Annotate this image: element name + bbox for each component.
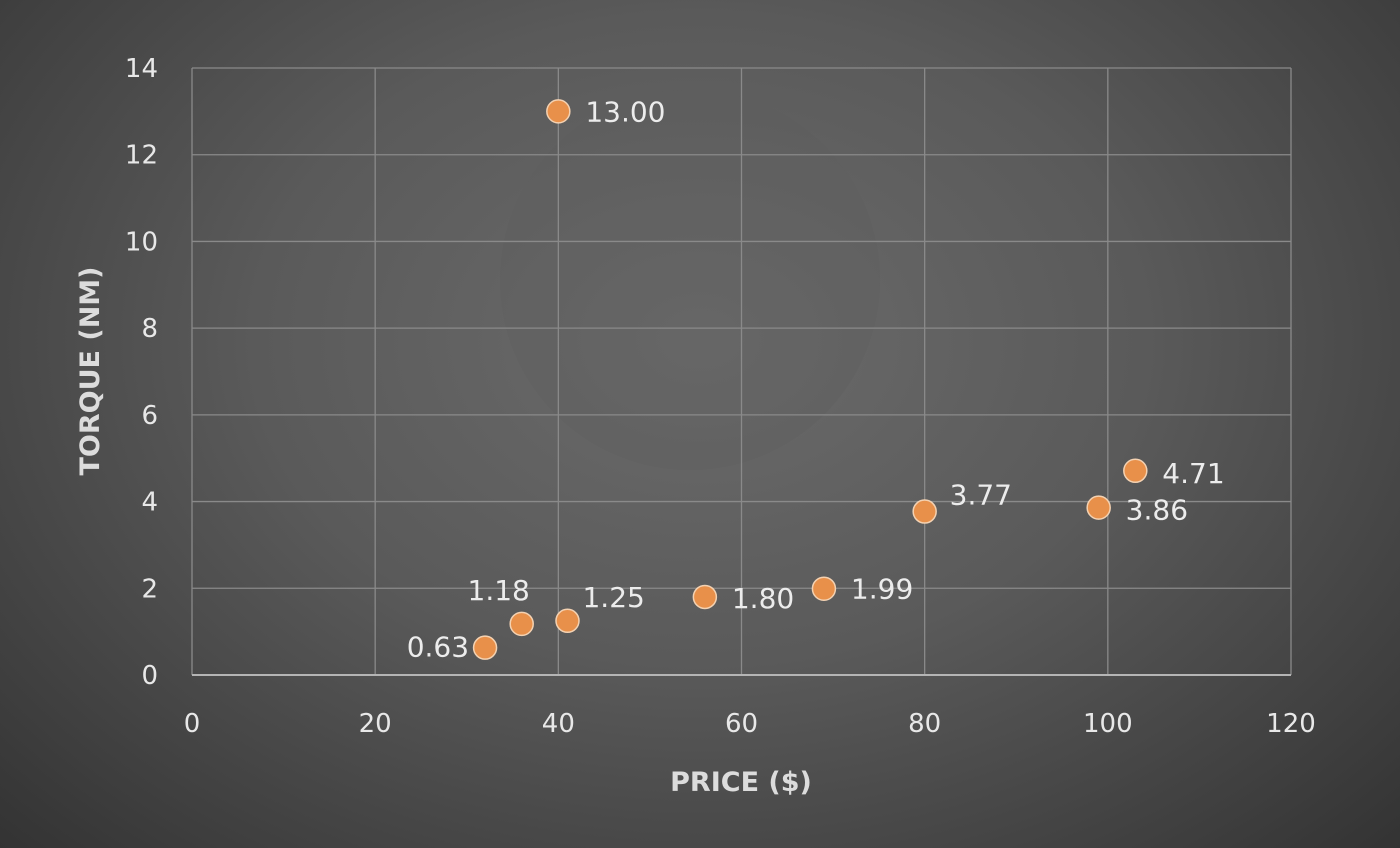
data-labels: 0.63 1.18 1.25 13.00 1.80 1.99 3.77 3.86 4.71 xyxy=(407,95,1225,663)
y-tick-label: 6 xyxy=(141,401,158,431)
data-label: 3.77 xyxy=(950,479,1012,512)
y-tick-label: 2 xyxy=(141,574,158,604)
x-tick-label: 120 xyxy=(1266,709,1316,739)
y-tick-label: 8 xyxy=(141,314,158,344)
data-label: 1.25 xyxy=(582,581,644,614)
y-tick-label: 0 xyxy=(141,661,158,691)
data-label: 1.18 xyxy=(468,574,530,607)
x-tick-label: 100 xyxy=(1083,709,1133,739)
y-tick-label: 4 xyxy=(141,488,158,518)
data-point xyxy=(811,576,837,601)
data-point xyxy=(1086,495,1111,520)
x-tick-label: 40 xyxy=(542,709,575,739)
data-label: 13.00 xyxy=(585,95,665,128)
tick-labels: 0 2 4 6 8 10 12 14 0 20 40 60 80 100 120 xyxy=(125,54,1316,739)
x-axis-title: PRICE ($) xyxy=(670,767,812,798)
data-label: 1.99 xyxy=(851,573,913,606)
y-tick-label: 10 xyxy=(125,227,158,257)
x-tick-label: 20 xyxy=(359,709,392,739)
y-axis-title: TORQUE (NM) xyxy=(75,266,106,475)
data-point xyxy=(509,611,534,637)
data-label: 4.71 xyxy=(1162,457,1224,490)
x-tick-label: 80 xyxy=(908,709,941,739)
data-point xyxy=(555,608,580,634)
data-point xyxy=(912,499,937,524)
y-tick-label: 14 xyxy=(125,54,158,84)
data-label: 1.80 xyxy=(732,582,794,615)
y-tick-label: 12 xyxy=(125,141,158,171)
data-point xyxy=(1123,458,1148,484)
data-label: 0.63 xyxy=(407,631,469,664)
data-point xyxy=(546,99,571,124)
gridlines xyxy=(191,67,1292,675)
data-point xyxy=(472,635,498,660)
background-disc xyxy=(500,90,880,470)
x-tick-label: 0 xyxy=(184,709,201,739)
data-points xyxy=(472,99,1148,660)
data-point xyxy=(692,584,718,610)
x-tick-label: 60 xyxy=(725,709,758,739)
data-label: 3.86 xyxy=(1126,494,1188,527)
